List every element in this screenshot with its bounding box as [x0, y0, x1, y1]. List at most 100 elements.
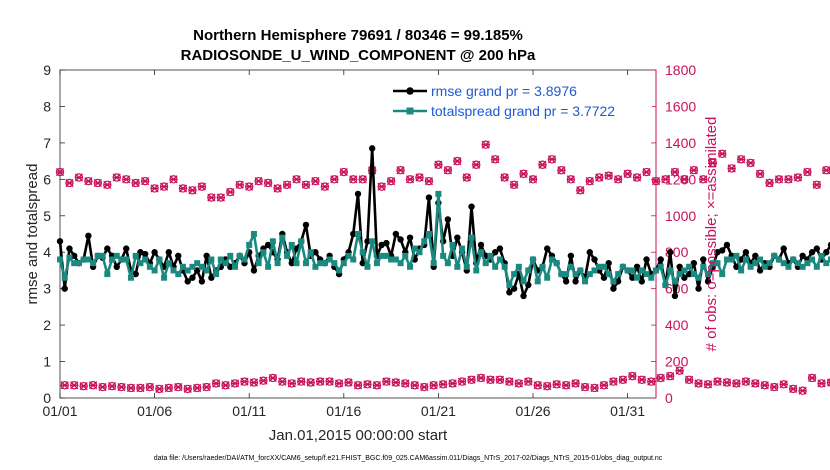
totalspread-point: [293, 260, 300, 267]
totalspread-point: [539, 263, 546, 270]
assimilated-obs-point: [656, 373, 665, 383]
assimilated-obs-point: [599, 381, 609, 390]
assimilated-obs-point: [798, 386, 807, 395]
rmse-point: [700, 256, 707, 263]
totalspread-point: [700, 263, 707, 270]
assimilated-obs-point: [808, 373, 817, 383]
totalspread-point: [610, 278, 617, 285]
totalspread-point: [255, 260, 262, 267]
rmse-point: [510, 285, 518, 292]
assimilated-obs-point: [604, 171, 613, 180]
assimilated-obs-point: [528, 175, 538, 184]
legend-spread-label: totalspread grand pr = 3.7722: [431, 103, 615, 119]
rmse-point: [208, 274, 215, 281]
totalspread-point: [345, 252, 352, 259]
assimilated-obs-point: [183, 384, 192, 393]
assimilated-obs-point: [202, 382, 211, 392]
assimilated-obs-point: [793, 173, 802, 182]
totalspread-point: [482, 260, 489, 267]
assimilated-obs-point: [70, 381, 79, 390]
assimilated-obs-point: [387, 177, 396, 186]
totalspread-point: [104, 271, 111, 278]
assimilated-obs-point: [618, 375, 627, 384]
totalspread-point: [198, 263, 205, 270]
totalspread-point: [775, 256, 782, 263]
assimilated-obs-point: [415, 173, 424, 182]
y-left-tick-label: 4: [43, 244, 51, 260]
rmse-point: [605, 259, 612, 267]
assimilated-obs-point: [741, 377, 750, 386]
assimilated-obs-point: [292, 175, 301, 184]
assimilated-obs-point: [278, 377, 287, 386]
totalspread-point: [373, 260, 380, 267]
rmse-point: [425, 194, 433, 201]
totalspread-point: [667, 267, 674, 274]
totalspread-point: [421, 238, 428, 245]
totalspread-point: [359, 249, 366, 256]
totalspread-point: [165, 260, 172, 267]
assimilated-obs-point: [491, 155, 500, 164]
totalspread-point: [473, 267, 480, 274]
totalspread-point: [643, 271, 650, 278]
assimilated-obs-point: [694, 379, 703, 388]
assimilated-obs-point: [363, 380, 372, 389]
totalspread-point: [151, 267, 158, 274]
rmse-point: [544, 245, 551, 252]
assimilated-obs-point: [803, 167, 812, 177]
totalspread-point: [728, 256, 735, 263]
totalspread-point: [742, 256, 749, 263]
rmse-point: [165, 249, 172, 256]
totalspread-point: [449, 241, 456, 248]
totalspread-point: [582, 278, 589, 285]
rmse-point: [350, 230, 357, 238]
assimilated-obs-point: [476, 373, 486, 383]
assimilated-obs-point: [287, 379, 296, 388]
assimilated-obs-point: [207, 193, 216, 202]
rmse-point: [690, 259, 698, 267]
totalspread-point: [127, 274, 134, 281]
rmse-point: [676, 263, 683, 270]
rmse-point: [600, 274, 608, 281]
totalspread-point: [61, 274, 68, 281]
assimilated-obs-point: [349, 175, 358, 184]
assimilated-obs-point: [609, 377, 618, 386]
assimilated-obs-point: [74, 173, 84, 182]
assimilated-obs-point: [543, 382, 552, 391]
totalspread-point: [695, 274, 702, 281]
totalspread-point: [624, 267, 631, 274]
assimilated-obs-point: [377, 182, 386, 191]
rmse-point: [823, 249, 830, 256]
totalspread-point: [619, 263, 626, 270]
assimilated-obs-point: [500, 173, 509, 182]
rmse-point: [496, 245, 504, 252]
rmse-point: [562, 278, 570, 285]
totalspread-point: [738, 267, 745, 274]
totalspread-point: [530, 256, 537, 263]
assimilated-obs-point: [122, 175, 131, 184]
assimilated-obs-point: [240, 377, 249, 386]
totalspread-point: [780, 260, 787, 267]
assimilated-obs-point: [316, 377, 325, 386]
totalspread-point: [317, 260, 324, 267]
totalspread-point: [75, 260, 82, 267]
rmse-point: [586, 249, 593, 256]
totalspread-point: [818, 252, 825, 259]
totalspread-point: [600, 263, 607, 270]
assimilated-obs-point: [713, 377, 722, 386]
assimilated-obs-point: [495, 375, 504, 384]
rmse-point: [638, 278, 646, 285]
y-right-tick-label: 1000: [665, 208, 696, 224]
assimilated-obs-point: [661, 175, 670, 184]
rmse-point: [681, 274, 688, 281]
assimilated-obs-point: [245, 182, 254, 191]
assimilated-obs-point: [628, 372, 637, 381]
assimilated-obs-point: [557, 166, 566, 175]
totalspread-point: [714, 260, 721, 267]
rmse-point: [141, 250, 149, 258]
totalspread-point: [232, 263, 239, 270]
totalspread-point: [506, 282, 513, 289]
assimilated-obs-point: [65, 178, 74, 188]
assimilated-obs-point: [595, 173, 604, 182]
totalspread-point: [629, 267, 636, 274]
